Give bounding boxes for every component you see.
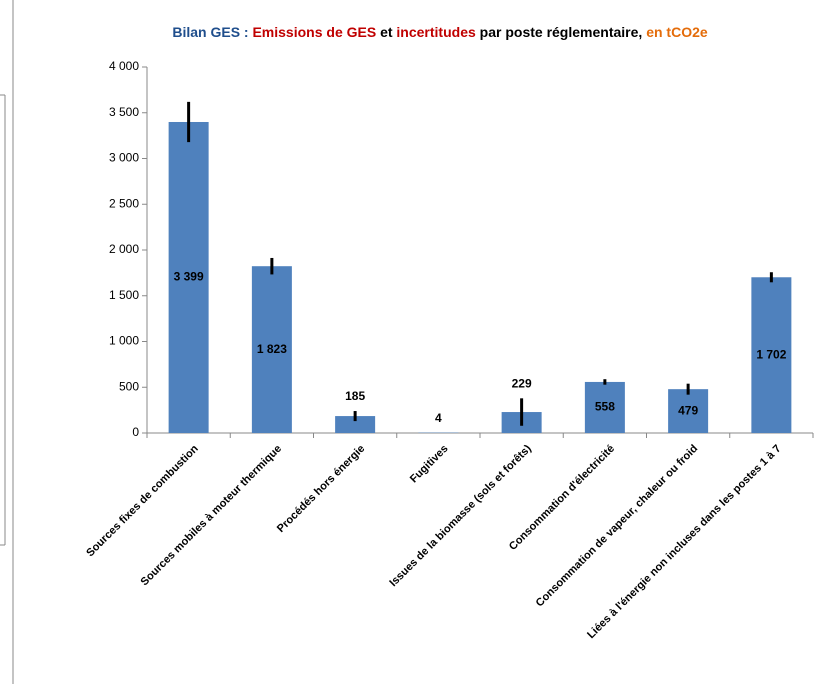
bar [335,416,376,433]
y-tick-label: 0 [132,425,139,439]
bar [251,266,292,433]
data-label: 1 702 [756,347,786,361]
title-part: par poste réglementaire, [476,24,646,40]
y-tick-label: 1 000 [109,334,139,348]
title-part: Bilan GES : [172,24,252,40]
data-label: 185 [345,389,365,403]
title-part: et [376,24,396,40]
bar [668,389,709,433]
title-part: en tCO2e [646,24,708,40]
y-tick-label: 2 000 [109,242,139,256]
data-label: 3 399 [174,270,204,284]
title-part: incertitudes [396,24,476,40]
data-label: 229 [512,376,532,390]
y-tick-label: 4 000 [109,59,139,73]
data-label: 1 823 [257,342,287,356]
data-label: 4 [435,411,442,425]
y-tick-label: 1 500 [109,288,139,302]
y-tick-label: 2 500 [109,196,139,210]
data-label: 558 [595,400,615,414]
bar [751,277,792,433]
y-tick-label: 500 [119,379,139,393]
bar [168,121,209,433]
data-label: 479 [678,403,698,417]
y-tick-label: 3 500 [109,105,139,119]
title-part: Emissions de GES [252,24,376,40]
y-tick-label: 3 000 [109,151,139,165]
chart-title: Bilan GES : Emissions de GES et incertit… [172,24,708,40]
bar [584,381,625,433]
